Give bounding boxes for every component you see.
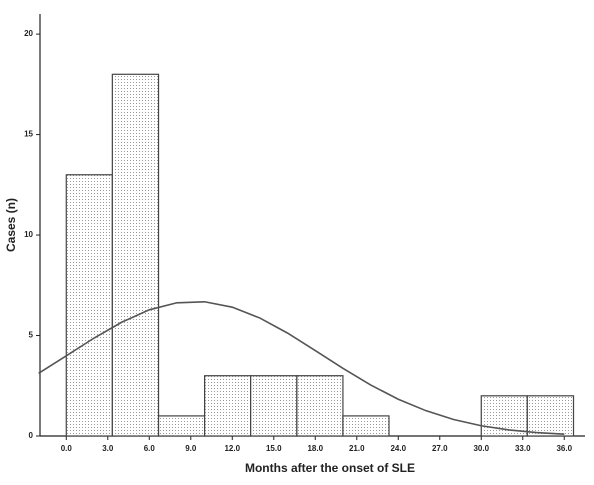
y-tick-label: 0: [29, 431, 34, 440]
x-tick-label: 0.0: [61, 444, 73, 453]
x-axis-title: Months after the onset of SLE: [245, 461, 415, 475]
normal-curve: [38, 300, 565, 435]
x-tick-label: 21.0: [349, 444, 365, 453]
bar: [204, 375, 252, 437]
bar: [526, 395, 575, 437]
x-tick-label: 33.0: [515, 444, 531, 453]
x-tick-label: 27.0: [432, 444, 448, 453]
y-axis-title: Cases (n): [4, 198, 18, 252]
x-tick-label: 6.0: [144, 444, 156, 453]
x-tick-label: 3.0: [102, 444, 114, 453]
x-tick-label: 15.0: [266, 444, 282, 453]
x-tick-label: 18.0: [307, 444, 323, 453]
bar: [111, 73, 160, 437]
bar: [157, 415, 206, 437]
bar: [296, 375, 344, 437]
x-tick-label: 36.0: [556, 444, 572, 453]
x-tick-label: 24.0: [390, 444, 406, 453]
bar: [342, 415, 390, 437]
bar: [65, 174, 113, 437]
y-tick-label: 15: [24, 130, 33, 139]
y-tick-label: 20: [24, 29, 33, 38]
x-tick-label: 12.0: [224, 444, 240, 453]
x-tick-label: 30.0: [473, 444, 489, 453]
x-tick-label: 9.0: [185, 444, 197, 453]
y-tick-label: 10: [24, 230, 33, 239]
y-tick-label: 5: [29, 331, 34, 340]
bar: [250, 375, 298, 437]
